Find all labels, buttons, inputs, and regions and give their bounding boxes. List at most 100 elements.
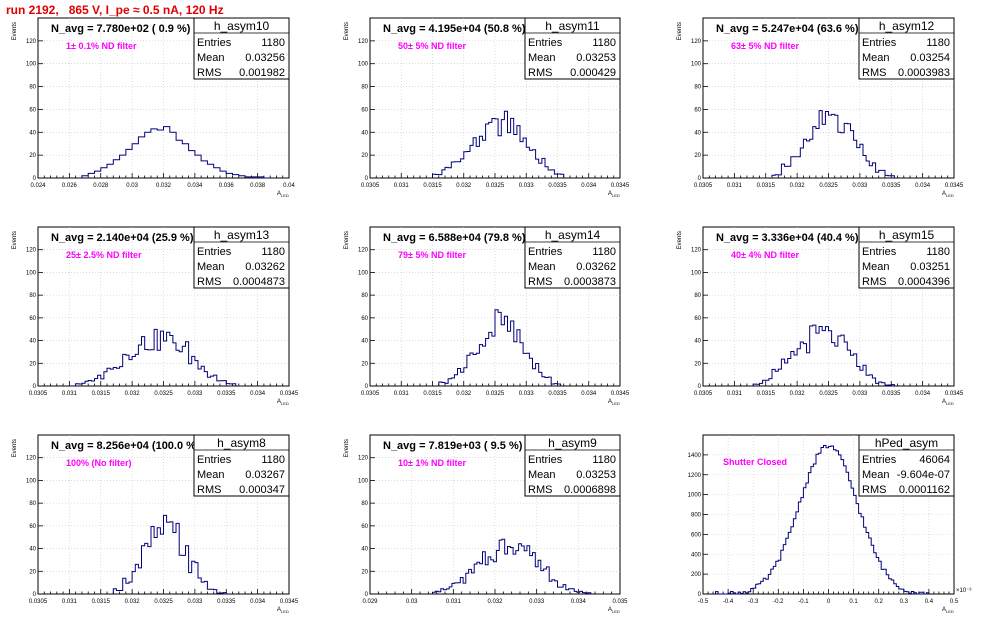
stats-key: RMS — [528, 276, 552, 288]
x-tick-label: 0.031 — [394, 391, 410, 397]
x-tick-label: 0.031 — [727, 391, 743, 397]
y-tick-label: 0 — [365, 176, 369, 182]
stats-key: Entries — [528, 454, 563, 466]
histogram-line-h_asym8 — [112, 514, 227, 594]
y-tick-label: 120 — [691, 39, 702, 45]
y-tick-label: 80 — [29, 85, 36, 91]
x-tick-label: 0.031 — [446, 599, 462, 605]
x-tick-label: 0.031 — [394, 183, 410, 189]
y-tick-label: 100 — [691, 62, 702, 68]
x-tick-label: 0.0315 — [757, 391, 776, 397]
x-tick-label: -0.1 — [798, 599, 809, 605]
x-tick-label: 0.0335 — [217, 599, 236, 605]
histogram-panel-h_asym15: 0.0305 0.031 0.0315 0.032 0.0325 0.033 0.0335 0… — [677, 226, 964, 406]
y-tick-label: 40 — [361, 130, 368, 136]
histogram-name: h_asym10 — [214, 19, 270, 33]
y-tick-label: 20 — [361, 361, 368, 367]
x-tick-label: 0.0305 — [29, 599, 48, 605]
y-tick-label: 20 — [361, 153, 368, 159]
x-tick-label: 0.0315 — [423, 391, 442, 397]
stats-key: Mean — [197, 261, 225, 273]
y-tick-label: 40 — [361, 547, 368, 553]
x-tick-label: 0.032 — [790, 391, 806, 397]
filter-annotation: Shutter Closed — [723, 457, 787, 467]
x-tick-label: 0.0345 — [945, 391, 964, 397]
y-tick-label: 120 — [26, 248, 37, 254]
y-axis-label: Events — [344, 231, 350, 249]
stats-key: RMS — [862, 276, 886, 288]
x-tick-label: 0.026 — [62, 183, 78, 189]
x-tick-label: 0.0345 — [945, 183, 964, 189]
stats-box — [858, 17, 955, 80]
n-avg-label: N_avg = 4.195e+04 (50.8 %) — [383, 23, 526, 35]
stats-key: RMS — [528, 67, 552, 79]
x-tick-label: 0.0315 — [757, 183, 776, 189]
x-tick-label: 0.0305 — [361, 391, 380, 397]
x-axis-label: ALED — [277, 399, 289, 406]
stats-value: -9.604e-07 — [897, 469, 950, 481]
histogram-panel-h_asym14: 0.0305 0.031 0.0315 0.032 0.0325 0.033 0.0335 0… — [344, 226, 630, 406]
x-tick-label: 0.0345 — [280, 599, 299, 605]
histogram-line-h_asym15 — [752, 324, 895, 386]
x-axis-label: ALED — [608, 191, 620, 198]
histogram-name: h_asym9 — [548, 436, 597, 450]
y-tick-label: 100 — [26, 270, 37, 276]
stats-value: 0.0003983 — [898, 67, 950, 79]
x-tick-label: 0.033 — [852, 391, 868, 397]
histogram-panel-h_asym8: 0.0305 0.031 0.0315 0.032 0.0325 0.033 0.0335 0… — [12, 434, 299, 614]
histogram-name: h_asym14 — [545, 228, 601, 242]
histogram-name: h_asym11 — [545, 19, 600, 33]
stats-value: 1180 — [592, 454, 616, 466]
x-tick-label: 0.0315 — [423, 183, 442, 189]
stats-key: Entries — [862, 37, 897, 49]
x-tick-label: 0.024 — [30, 183, 46, 189]
y-axis-label: Events — [344, 22, 350, 40]
y-tick-label: 1000 — [688, 493, 702, 499]
stats-value: 1180 — [592, 246, 616, 258]
stats-key: Entries — [197, 454, 232, 466]
stats-box — [524, 434, 621, 497]
x-tick-label: 0.035 — [612, 599, 628, 605]
y-tick-label: 40 — [29, 547, 36, 553]
x-tick-label: 0.0335 — [548, 391, 567, 397]
y-tick-label: 0 — [33, 384, 37, 390]
x-tick-label: 0.0335 — [548, 183, 567, 189]
histogram-panel-h_asym11: 0.0305 0.031 0.0315 0.032 0.0325 0.033 0.0335 0… — [344, 17, 630, 198]
stats-box — [858, 434, 955, 497]
y-axis-label: Events — [677, 22, 683, 40]
y-tick-label: 0 — [33, 592, 37, 598]
n-avg-label: N_avg = 3.336e+04 (40.4 %) — [716, 232, 859, 244]
x-tick-label: 0.0325 — [819, 391, 838, 397]
n-avg-label: N_avg = 7.819e+03 ( 9.5 %) — [383, 440, 523, 452]
stats-value: 0.0006898 — [564, 484, 616, 496]
y-tick-label: 800 — [691, 513, 702, 519]
stats-value: 0.03254 — [910, 52, 950, 64]
y-axis-label: Events — [677, 231, 683, 249]
stats-value: 0.0004873 — [233, 276, 285, 288]
x-axis-label: ALED — [608, 399, 620, 406]
stats-value: 1180 — [926, 246, 950, 258]
y-tick-label: 20 — [694, 361, 701, 367]
x-tick-label: 0.034 — [187, 183, 203, 189]
histogram-panel-h_asym13: 0.0305 0.031 0.0315 0.032 0.0325 0.033 0.0335 0… — [12, 226, 299, 406]
stats-value: 0.03253 — [576, 469, 616, 481]
y-tick-label: 100 — [358, 62, 369, 68]
stats-key: RMS — [528, 484, 552, 496]
stats-value: 0.0004396 — [898, 276, 950, 288]
stats-key: Mean — [528, 52, 556, 64]
y-tick-label: 120 — [691, 248, 702, 254]
x-tick-label: 0.031 — [62, 391, 78, 397]
x-tick-label: 0.0325 — [154, 599, 173, 605]
histogram-name: h_asym13 — [214, 228, 270, 242]
histogram-line-h_asym14 — [438, 309, 562, 386]
y-tick-label: 60 — [361, 524, 368, 530]
stats-box — [524, 17, 621, 80]
stats-key: Mean — [197, 52, 225, 64]
x-tick-label: -0.2 — [773, 599, 784, 605]
x-tick-label: 0.0345 — [280, 391, 299, 397]
stats-value: 0.03256 — [245, 52, 285, 64]
x-tick-label: 0.032 — [456, 183, 472, 189]
stats-value: 0.03267 — [245, 469, 285, 481]
stats-box — [858, 226, 955, 289]
